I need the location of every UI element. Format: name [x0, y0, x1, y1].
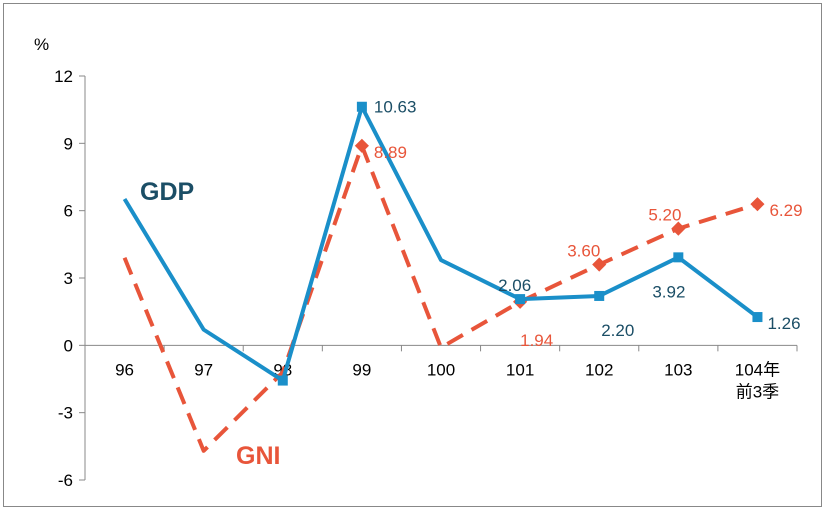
data-point-gni — [354, 138, 369, 153]
x-tick-label: 101 — [506, 360, 534, 379]
labels: 10.63 2.06 2.20 3.92 1.26 8.89 1.94 3.60 5.20 6.2… — [140, 98, 803, 470]
x-tick-label: 100 — [427, 360, 455, 379]
data-label-gdp: 2.20 — [601, 321, 634, 340]
data-label-gni: 8.89 — [374, 143, 407, 162]
data-point-gni — [750, 197, 765, 212]
y-axis-unit-label: % — [34, 35, 49, 54]
data-point-gni — [592, 257, 607, 272]
data-point-gdp — [356, 101, 367, 112]
data-label-gdp: 3.92 — [652, 282, 685, 301]
data-label-gdp: 2.06 — [498, 276, 531, 295]
y-tick-label: 9 — [64, 134, 73, 153]
series-label-gni: GNI — [236, 442, 280, 470]
data-point-gni — [671, 221, 686, 236]
series-line-gni — [122, 143, 759, 453]
y-tick-label: 3 — [64, 269, 73, 288]
data-label-gni: 1.94 — [520, 331, 553, 350]
x-tick-label: 104年前3季 — [735, 360, 780, 401]
y-tick-label: -3 — [58, 404, 73, 423]
y-tick-label: 6 — [64, 202, 73, 221]
data-label-gni: 3.60 — [567, 242, 600, 261]
data-point-gdp — [515, 294, 526, 305]
x-tick-label: 103 — [664, 360, 692, 379]
data-label-gdp: 1.26 — [767, 314, 800, 333]
data-point-gdp — [673, 252, 684, 263]
series-lines — [122, 101, 765, 453]
data-label-gni: 6.29 — [769, 201, 802, 220]
chart-frame — [3, 3, 822, 507]
y-tick-label: 0 — [64, 336, 73, 355]
y-tick-label: 12 — [54, 67, 73, 86]
data-point-gdp — [594, 290, 605, 301]
x-tick-label: 97 — [194, 360, 213, 379]
y-tick-label: -6 — [58, 471, 73, 490]
data-label-gdp: 10.63 — [374, 98, 417, 117]
data-point-gdp — [277, 375, 288, 386]
series-label-gdp: GDP — [140, 178, 194, 206]
data-label-gni: 5.20 — [648, 206, 681, 225]
data-point-gdp — [752, 312, 763, 323]
x-tick-label: 102 — [585, 360, 613, 379]
x-tick-label: 99 — [352, 360, 371, 379]
series-line-gdp — [122, 104, 759, 383]
x-tick-label: 96 — [115, 360, 134, 379]
